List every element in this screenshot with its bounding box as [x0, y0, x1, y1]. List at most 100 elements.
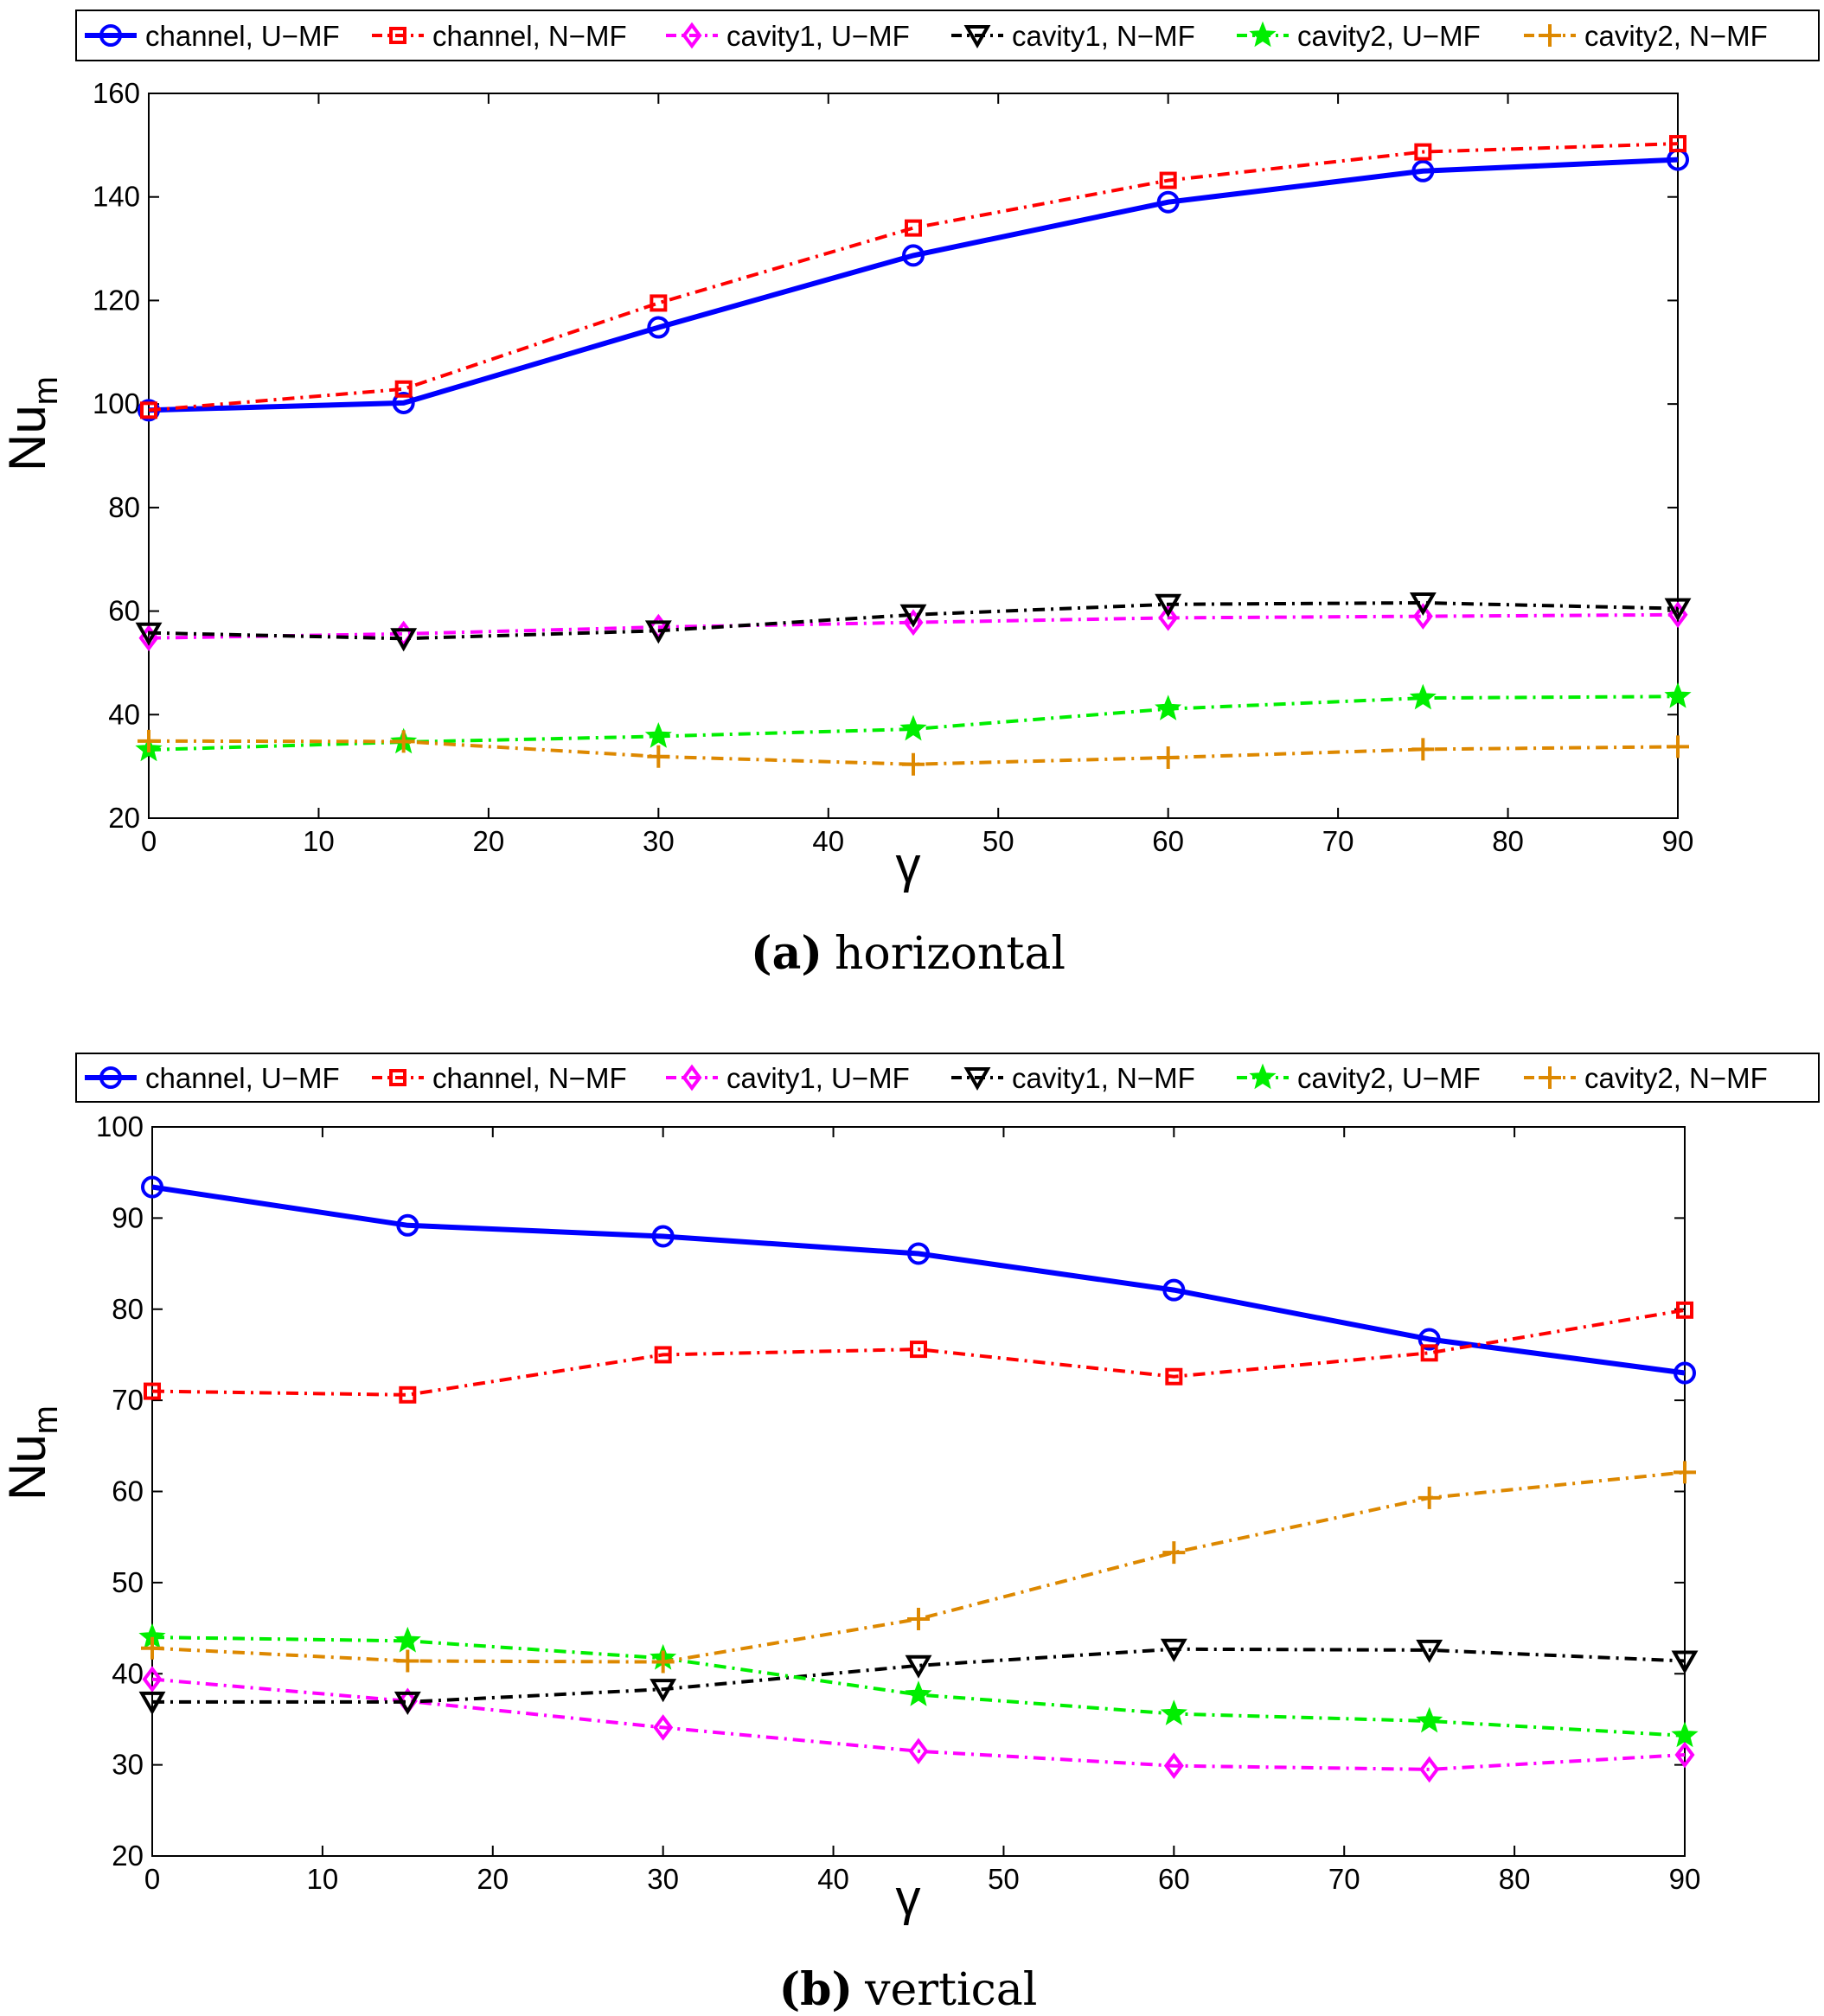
x-tick-label: 90 — [1669, 1863, 1701, 1895]
data-point — [1664, 682, 1692, 708]
plot-area-b: 0 10 20 30 40 50 60 70 80 90 20 30 40 50 60 70 80 90 100 — [96, 1110, 1700, 1895]
legend-entry: channel, U−MF — [85, 1062, 340, 1094]
legend-label: channel, N−MF — [432, 1062, 627, 1094]
x-tick-label: 80 — [1499, 1863, 1531, 1895]
y-tick-label: 20 — [108, 802, 140, 834]
data-point — [902, 752, 925, 776]
data-point — [1420, 1344, 1438, 1362]
panel-b-vertical: channel, U−MF channel, N−MF cavity1, U−MF c… — [0, 1053, 1820, 2016]
data-point — [1671, 1650, 1699, 1674]
data-point — [899, 714, 927, 741]
series-4 — [138, 1622, 1699, 1748]
legend-marker — [389, 1069, 406, 1086]
data-point — [1676, 1301, 1693, 1319]
data-point — [396, 1213, 419, 1237]
data-point — [1669, 135, 1686, 153]
x-tick-label: 60 — [1158, 1863, 1190, 1895]
data-point — [1419, 1756, 1440, 1783]
series-5 — [138, 729, 1689, 776]
legend-marker — [963, 1067, 991, 1091]
legend-entry: channel, U−MF — [85, 20, 340, 52]
x-tick-label: 70 — [1328, 1863, 1360, 1895]
legend-marker — [99, 24, 122, 47]
legend-a: channel, U−MF channel, N−MF cavity1, U−MF c… — [75, 10, 1820, 61]
y-tick-label: 80 — [108, 491, 140, 523]
data-point — [392, 391, 415, 414]
x-tick-label: 10 — [307, 1863, 339, 1895]
data-point — [1414, 143, 1432, 161]
data-point — [138, 729, 160, 752]
y-tick-label: 160 — [93, 77, 140, 109]
y-tick-label: 60 — [108, 595, 140, 627]
series-3 — [138, 1638, 1699, 1715]
y-tick-label: 100 — [93, 387, 140, 419]
legend-marker — [1249, 1063, 1277, 1090]
data-point — [1416, 1706, 1443, 1733]
x-tick-label: 20 — [477, 1863, 509, 1895]
data-point — [142, 1666, 163, 1693]
y-tick-label: 70 — [112, 1384, 144, 1416]
data-point — [651, 1225, 675, 1248]
data-point — [394, 380, 413, 398]
series-3 — [135, 592, 1692, 652]
data-point — [394, 1626, 421, 1653]
y-tick-label: 50 — [112, 1566, 144, 1598]
data-point — [394, 1691, 421, 1715]
data-point — [1156, 190, 1180, 214]
series-line — [151, 1470, 1686, 1664]
x-tick-label: 40 — [812, 825, 844, 857]
legend-label: channel, U−MF — [145, 20, 340, 52]
series-1 — [140, 135, 1686, 419]
x-tick-label: 0 — [141, 825, 157, 857]
data-point — [1667, 735, 1689, 758]
data-point — [138, 1691, 166, 1715]
data-point — [1163, 1752, 1184, 1780]
data-point — [902, 244, 925, 267]
legend-entry: cavity1, N−MF — [951, 1062, 1195, 1094]
legend-marker — [389, 27, 406, 44]
series-line — [151, 1184, 1686, 1376]
data-point — [910, 1341, 927, 1359]
data-point — [1664, 598, 1692, 622]
x-tick-label: 20 — [473, 825, 505, 857]
y-tick-label: 20 — [112, 1840, 144, 1872]
y-axis-label-a: Num — [0, 376, 65, 471]
data-point — [399, 1386, 417, 1404]
data-point — [647, 745, 670, 768]
legend-label: cavity2, U−MF — [1297, 20, 1481, 52]
legend-label: channel, N−MF — [432, 20, 627, 52]
series-0 — [138, 148, 1689, 422]
data-point — [1418, 1328, 1441, 1351]
data-point — [899, 604, 927, 628]
data-point — [141, 1175, 163, 1199]
legend-label: cavity1, U−MF — [726, 1062, 910, 1094]
caption-a: (a) horizontal — [751, 927, 1066, 980]
series-line — [151, 1308, 1686, 1397]
y-tick-label: 120 — [93, 284, 140, 316]
legend-marker — [963, 25, 991, 49]
series-5 — [141, 1461, 1696, 1674]
legend-entry: channel, N−MF — [372, 20, 627, 52]
legend-entry: cavity1, U−MF — [666, 20, 910, 52]
data-point — [907, 1242, 930, 1265]
panel-a-horizontal: channel, U−MF channel, N−MF cavity1, U−MF c… — [0, 10, 1820, 980]
y-tick-label: 90 — [112, 1201, 144, 1233]
data-point — [908, 1738, 929, 1765]
data-point — [1416, 1639, 1443, 1663]
data-point — [1156, 746, 1180, 769]
data-point — [650, 294, 668, 312]
legend-label: channel, U−MF — [145, 1062, 340, 1094]
legend-entry: cavity2, N−MF — [1524, 20, 1768, 52]
y-tick-label: 40 — [108, 698, 140, 730]
data-point — [905, 219, 922, 237]
legend-entry: cavity2, U−MF — [1237, 1062, 1481, 1094]
x-tick-label: 50 — [982, 825, 1014, 857]
legend-marker — [99, 1066, 122, 1089]
x-tick-label: 10 — [303, 825, 335, 857]
y-tick-label: 40 — [112, 1657, 144, 1689]
data-point — [1409, 592, 1437, 617]
data-point — [390, 628, 418, 652]
data-point — [1162, 1278, 1186, 1302]
plot-area-a: 0 10 20 30 40 50 60 70 80 90 20 40 60 80 100 120 140 160 — [93, 77, 1693, 857]
x-axis-label-a: γ — [896, 837, 921, 893]
